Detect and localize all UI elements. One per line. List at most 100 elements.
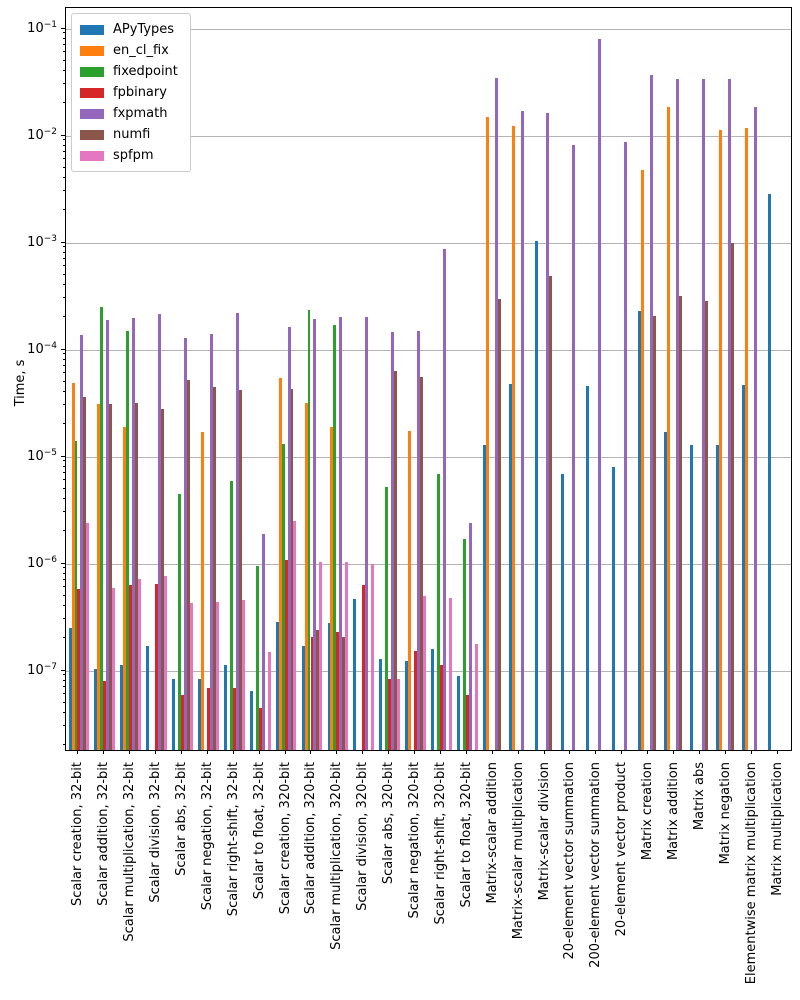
y-minor-tick bbox=[63, 498, 65, 500]
y-minor-tick bbox=[63, 567, 65, 569]
bar-fixedpoint-7 bbox=[255, 566, 259, 750]
x-tick bbox=[698, 750, 700, 754]
bar-fpbinary-15 bbox=[465, 694, 469, 750]
y-minor-tick bbox=[63, 51, 65, 53]
bar-numfi-23 bbox=[678, 295, 682, 750]
bar-fxpmath-8 bbox=[287, 327, 291, 750]
legend-label: fxpmath bbox=[113, 106, 168, 121]
bar-numfi-12 bbox=[394, 371, 398, 750]
y-minor-tick bbox=[63, 246, 65, 248]
y-tick-label: 10−7 bbox=[27, 661, 57, 679]
bar-fpbinary-7 bbox=[258, 708, 262, 750]
x-tick-label-text: Scalar addition, 32-bit bbox=[96, 762, 112, 906]
bar-fxpmath-24 bbox=[701, 79, 705, 750]
x-tick-label-text: Matrix negation bbox=[717, 762, 733, 865]
legend-label: fixedpoint bbox=[113, 64, 178, 79]
gridline-1e-2 bbox=[66, 135, 791, 137]
bar-fxpmath-5 bbox=[209, 334, 213, 750]
x-tick bbox=[77, 750, 79, 754]
y-major-tick bbox=[61, 348, 65, 350]
x-tick-label-text: Scalar right-shift, 32-bit bbox=[225, 762, 241, 917]
bar-APyTypes-14 bbox=[431, 649, 435, 750]
bar-fpbinary-4 bbox=[181, 694, 184, 750]
bar-fxpmath-20 bbox=[598, 39, 602, 750]
y-minor-tick bbox=[63, 158, 65, 160]
y-minor-tick bbox=[63, 744, 65, 746]
bar-en_cl_fix-10 bbox=[330, 427, 334, 750]
bar-en_cl_fix-1 bbox=[97, 404, 101, 750]
x-tick bbox=[206, 750, 208, 754]
y-minor-tick bbox=[63, 712, 65, 714]
legend-item-en_cl_fix: en_cl_fix bbox=[80, 40, 178, 61]
x-tick bbox=[310, 750, 312, 754]
x-tick-label-text: Matrix abs bbox=[691, 762, 707, 831]
x-tick-label-text: Elementwise matrix multiplication bbox=[743, 762, 759, 985]
bar-APyTypes-19 bbox=[560, 473, 564, 750]
y-minor-tick bbox=[63, 83, 65, 85]
x-tick bbox=[647, 750, 649, 754]
y-tick-label: 10−2 bbox=[27, 126, 57, 144]
bar-APyTypes-11 bbox=[353, 599, 357, 750]
bar-fxpmath-21 bbox=[624, 141, 628, 750]
bar-APyTypes-3 bbox=[146, 646, 150, 750]
bar-fpbinary-8 bbox=[284, 559, 288, 750]
y-minor-tick bbox=[63, 487, 65, 489]
bar-fxpmath-11 bbox=[365, 316, 369, 750]
bar-APyTypes-22 bbox=[638, 311, 642, 750]
y-minor-tick bbox=[63, 358, 65, 360]
x-tick bbox=[258, 750, 260, 754]
bar-APyTypes-23 bbox=[664, 432, 668, 750]
y-minor-tick bbox=[63, 391, 65, 393]
y-minor-tick bbox=[63, 258, 65, 260]
bar-APyTypes-21 bbox=[612, 467, 616, 750]
legend-item-APyTypes: APyTypes bbox=[80, 19, 178, 40]
x-tick bbox=[465, 750, 467, 754]
bar-spfpm-10 bbox=[345, 561, 349, 750]
bar-fpbinary-5 bbox=[206, 687, 210, 750]
y-major-tick bbox=[61, 562, 65, 564]
x-tick bbox=[517, 750, 519, 754]
y-minor-tick bbox=[63, 674, 65, 676]
x-tick-label-text: Matrix-scalar division bbox=[536, 762, 552, 901]
x-tick bbox=[284, 750, 286, 754]
bar-en_cl_fix-0 bbox=[71, 383, 75, 750]
bar-fixedpoint-1 bbox=[100, 307, 104, 750]
bar-en_cl_fix-8 bbox=[278, 377, 282, 750]
legend: APyTypes en_cl_fix fixedpoint fpbinary fxpma… bbox=[71, 13, 191, 172]
y-minor-tick bbox=[63, 59, 65, 61]
bar-APyTypes-24 bbox=[690, 444, 693, 750]
bar-APyTypes-20 bbox=[586, 386, 590, 750]
bar-en_cl_fix-13 bbox=[408, 431, 412, 750]
x-tick-label-text: Scalar division, 320-bit bbox=[355, 762, 371, 911]
y-minor-tick bbox=[63, 151, 65, 153]
bar-fxpmath-14 bbox=[442, 249, 446, 750]
bar-numfi-6 bbox=[238, 390, 242, 750]
bar-spfpm-2 bbox=[138, 579, 142, 750]
x-tick bbox=[362, 750, 364, 754]
x-tick-label-text: Matrix creation bbox=[640, 762, 656, 861]
bar-APyTypes-9 bbox=[301, 646, 305, 750]
bar-spfpm-14 bbox=[448, 598, 452, 750]
bar-spfpm-6 bbox=[241, 600, 245, 750]
bar-fxpmath-13 bbox=[417, 331, 420, 750]
bar-numfi-0 bbox=[83, 397, 87, 750]
legend-swatch-icon bbox=[80, 108, 104, 119]
bar-numfi-13 bbox=[419, 376, 423, 750]
bar-fpbinary-10 bbox=[336, 632, 340, 750]
y-minor-tick bbox=[63, 465, 65, 467]
y-minor-tick bbox=[63, 725, 65, 727]
y-tick-label: 10−4 bbox=[27, 340, 57, 358]
y-minor-tick bbox=[63, 637, 65, 639]
x-tick bbox=[595, 750, 597, 754]
bar-numfi-5 bbox=[212, 387, 216, 750]
y-minor-tick bbox=[63, 166, 65, 168]
legend-swatch-icon bbox=[80, 150, 104, 161]
bar-fxpmath-0 bbox=[80, 335, 84, 750]
y-minor-tick bbox=[63, 693, 65, 695]
bar-spfpm-8 bbox=[293, 521, 297, 750]
bar-APyTypes-1 bbox=[94, 668, 98, 750]
bar-numfi-24 bbox=[704, 300, 708, 750]
bar-fxpmath-16 bbox=[494, 77, 498, 750]
x-tick-label-text: Scalar negation, 32-bit bbox=[199, 762, 215, 911]
bar-fxpmath-15 bbox=[468, 523, 472, 750]
